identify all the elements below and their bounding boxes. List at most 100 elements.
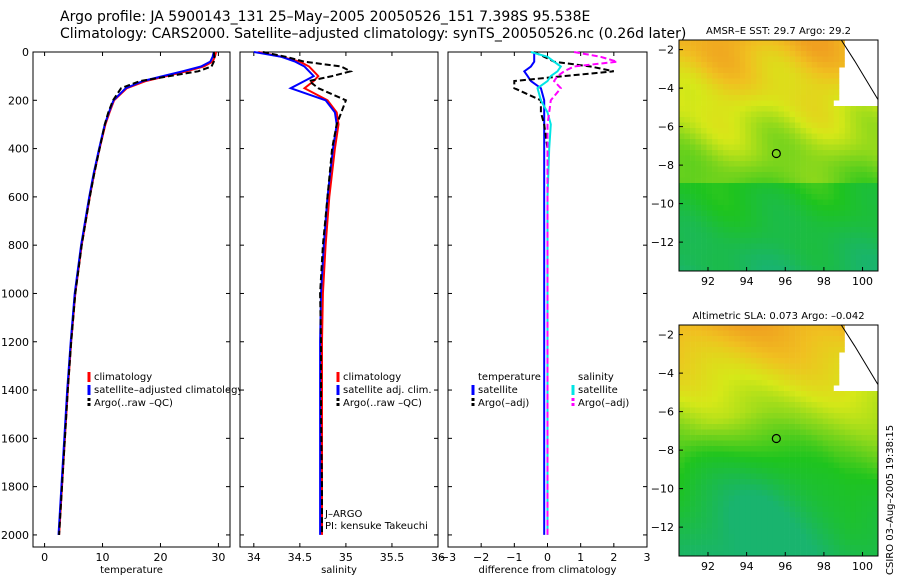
heatmap-cell: [806, 89, 812, 96]
heatmap-cell: [701, 358, 707, 364]
heatmap-cell: [839, 155, 846, 162]
heatmap-cell: [739, 413, 746, 419]
heatmap-cell: [817, 424, 824, 430]
heatmap-cell: [679, 172, 685, 178]
heatmap-cell: [833, 221, 840, 228]
heatmap-cell: [690, 440, 696, 447]
heatmap-cell: [690, 221, 696, 228]
heatmap-cell: [679, 418, 685, 425]
heatmap-cell: [778, 265, 785, 272]
heatmap-cell: [844, 495, 851, 502]
heatmap-cell: [844, 78, 851, 85]
heatmap-cell: [866, 358, 873, 364]
heatmap-cell: [756, 396, 763, 403]
heatmap-cell: [861, 144, 868, 151]
heatmap-cell: [839, 369, 846, 375]
heatmap-cell: [778, 221, 785, 228]
heatmap-cell: [778, 495, 785, 502]
heatmap-cell: [806, 100, 812, 107]
heatmap-cell: [706, 133, 713, 140]
heatmap-cell: [866, 325, 873, 331]
heatmap-cell: [728, 243, 735, 250]
heatmap-cell: [778, 512, 785, 518]
heatmap-cell: [861, 232, 868, 239]
heatmap-cell: [734, 424, 741, 430]
heatmap-cell: [750, 84, 757, 90]
heatmap-cell: [750, 106, 757, 112]
heatmap-cell: [817, 330, 824, 337]
heatmap-cell: [778, 150, 785, 156]
heatmap-cell: [706, 117, 713, 123]
heatmap-cell: [679, 161, 685, 167]
heatmap-cell: [833, 199, 840, 206]
heatmap-cell: [811, 517, 818, 524]
heatmap-cell: [795, 254, 801, 261]
heatmap-cell: [784, 95, 790, 101]
heatmap-cell: [679, 528, 685, 535]
heatmap-cell: [734, 221, 741, 228]
heatmap-cell: [784, 550, 790, 557]
heatmap-cell: [839, 133, 846, 140]
heatmap-cell: [795, 495, 801, 502]
heatmap-cell: [850, 51, 857, 57]
heatmap-cell: [822, 446, 829, 452]
heatmap-cell: [861, 227, 868, 233]
heatmap-cell: [734, 457, 741, 463]
heatmap-cell: [800, 506, 807, 513]
heatmap-cell: [706, 506, 713, 513]
heatmap-cell: [706, 352, 713, 359]
legend-label: satellite adj. clim.: [343, 385, 432, 396]
heatmap-cell: [844, 243, 851, 250]
heatmap-cell: [712, 539, 718, 546]
heatmap-cell: [795, 446, 801, 452]
heatmap-cell: [828, 194, 835, 200]
heatmap-cell: [844, 501, 851, 507]
heatmap-cell: [761, 539, 768, 546]
heatmap-cell: [828, 221, 835, 228]
heatmap-cell: [833, 84, 840, 90]
heatmap-cell: [767, 369, 774, 375]
heatmap-cell: [679, 111, 685, 118]
heatmap-cell: [767, 341, 774, 348]
heatmap-cell: [745, 84, 752, 90]
heatmap-cell: [734, 528, 741, 535]
heatmap-cell: [739, 243, 746, 250]
heatmap-cell: [861, 265, 868, 272]
heatmap-cell: [734, 347, 741, 353]
heatmap-cell: [872, 78, 879, 85]
heatmap-cell: [850, 144, 857, 151]
heatmap-cell: [800, 122, 807, 129]
heatmap-cell: [745, 363, 752, 370]
heatmap-cell: [739, 352, 746, 359]
heatmap-cell: [750, 352, 757, 359]
heatmap-cell: [701, 479, 707, 485]
heatmap-cell: [756, 188, 763, 195]
heatmap-cell: [872, 73, 879, 79]
heatmap-cell: [772, 358, 779, 364]
heatmap-cell: [861, 210, 868, 217]
heatmap-cell: [817, 391, 824, 397]
heatmap-cell: [684, 539, 691, 546]
heatmap-cell: [745, 429, 752, 436]
heatmap-cell: [866, 133, 873, 140]
heatmap-cell: [679, 95, 685, 101]
heatmap-cell: [701, 177, 707, 184]
heatmap-cell: [789, 528, 796, 535]
heatmap-cell: [734, 468, 741, 474]
heatmap-cell: [850, 106, 857, 112]
heatmap-cell: [811, 89, 818, 96]
heatmap-cell: [822, 336, 829, 342]
heatmap-cell: [844, 265, 851, 272]
legend-label: salinity: [578, 372, 614, 383]
heatmap-cell: [772, 89, 779, 96]
heatmap-cell: [800, 550, 807, 557]
heatmap-cell: [706, 512, 713, 518]
heatmap-cell: [723, 155, 730, 162]
heatmap-cell: [679, 122, 685, 129]
heatmap-cell: [761, 62, 768, 68]
heatmap-cell: [706, 56, 713, 63]
heatmap-cell: [750, 545, 757, 551]
x-tick-label: 20: [153, 551, 167, 564]
heatmap-cell: [817, 347, 824, 353]
heatmap-cell: [850, 177, 857, 184]
